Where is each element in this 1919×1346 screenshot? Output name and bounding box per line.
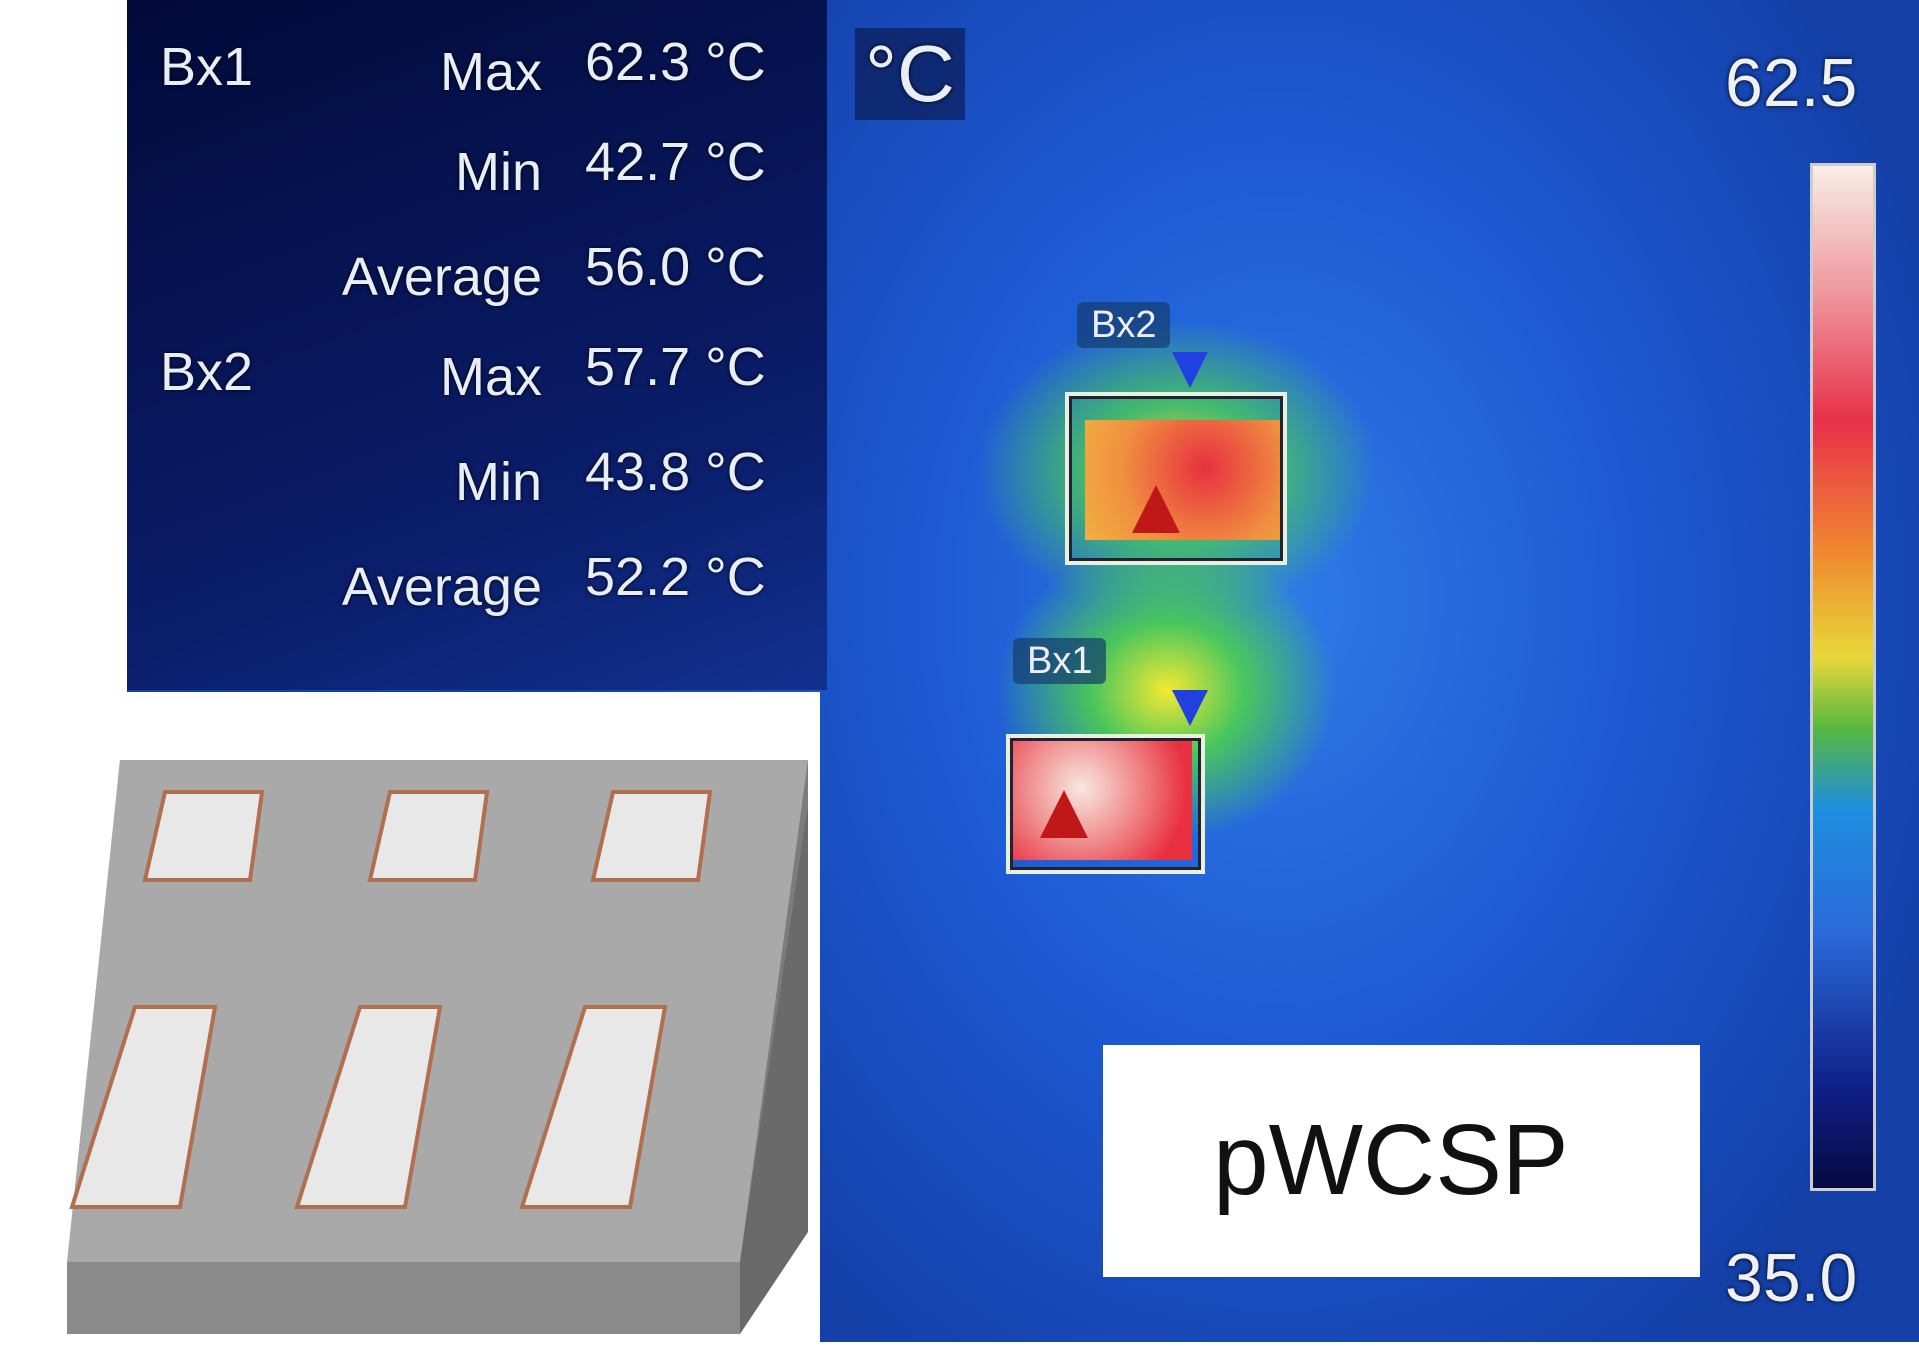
row-value: 57.7 °C xyxy=(585,337,766,397)
hotspot-bx1 xyxy=(1007,740,1192,860)
wcsp-package-illustration xyxy=(67,760,808,1334)
row-value: 43.8 °C xyxy=(585,442,766,502)
package-label-box: pWCSP xyxy=(1103,1045,1700,1277)
color-scale-bar xyxy=(1810,163,1876,1191)
roi-box-bx1[interactable] xyxy=(1006,734,1205,874)
scale-max: 62.5 xyxy=(1725,45,1858,121)
max-marker-icon xyxy=(1132,485,1180,533)
hotspot-bx2 xyxy=(1085,420,1285,540)
row-label: Min xyxy=(454,142,542,202)
scale-min: 35.0 xyxy=(1725,1240,1858,1316)
row-label: Average xyxy=(341,247,542,307)
row-label: Max xyxy=(439,42,542,102)
measurement-panel: Bx1 Max 62.3 °C Min 42.7 °C Average 56.0… xyxy=(127,0,827,690)
unit-label: °C xyxy=(855,28,965,120)
row-value: 56.0 °C xyxy=(585,237,766,297)
row-value: 52.2 °C xyxy=(585,547,766,607)
roi-box-bx2[interactable] xyxy=(1065,392,1287,565)
max-marker-icon xyxy=(1040,790,1088,838)
row-label: Max xyxy=(439,347,542,407)
min-marker-icon xyxy=(1172,352,1208,388)
package-render-inset xyxy=(0,692,820,1342)
box-name: Bx1 xyxy=(160,37,254,97)
row-label: Average xyxy=(341,557,542,617)
row-value: 42.7 °C xyxy=(585,132,766,192)
package-label: pWCSP xyxy=(1213,1104,1569,1216)
roi-tag-bx2: Bx2 xyxy=(1077,302,1171,348)
roi-tag-bx1: Bx1 xyxy=(1013,638,1107,684)
box-name: Bx2 xyxy=(160,342,254,402)
min-marker-icon xyxy=(1172,690,1208,726)
row-value: 62.3 °C xyxy=(585,32,766,92)
row-label: Min xyxy=(454,452,542,512)
